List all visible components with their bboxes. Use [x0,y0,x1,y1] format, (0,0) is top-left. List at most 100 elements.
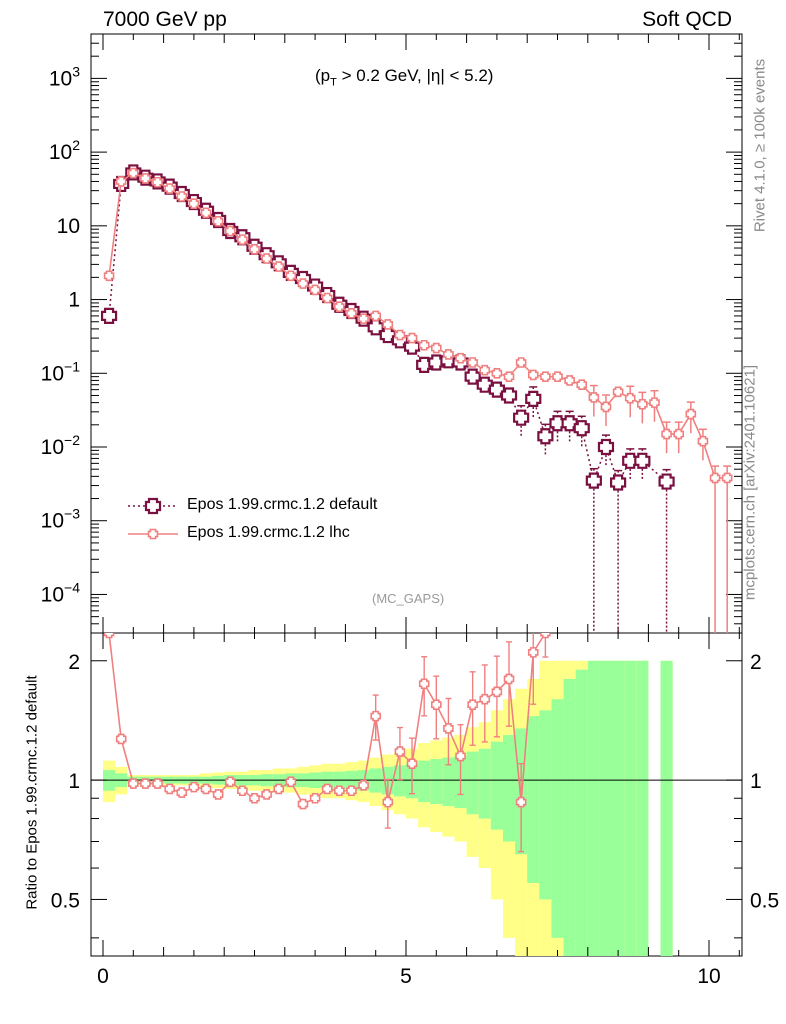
default-point [379,326,396,344]
lhc-point [491,367,503,379]
lhc-point [673,428,684,440]
ratio-band [636,660,649,956]
ratio-band [418,760,431,803]
main-panel-frame [90,33,743,634]
default-point [513,409,530,426]
default-point [367,319,384,336]
ratio-band [599,660,613,956]
ratio-lhc-point [540,633,551,639]
ratio-band [527,716,540,884]
legend-lhc-marker [147,528,159,540]
main-y-tick-label: 10−4 [41,579,81,606]
default-point [500,387,518,404]
ratio-band [587,660,600,956]
ratio-lhc-point [394,746,406,757]
lhc-point [455,352,466,364]
ratio-lhc-point [249,792,260,804]
ratio-band [563,678,576,956]
ratio-lhc-point [224,776,236,788]
lhc-point [564,375,575,386]
ratio-lhc-point [176,787,188,798]
lhc-point [552,371,563,382]
ratio-band [442,757,455,807]
lhc-point [188,198,200,209]
ratio-band [466,751,479,815]
default-point [100,307,118,325]
ratio-lhc-point [443,723,454,734]
lhc-point [346,308,357,319]
legend-markers [128,497,178,540]
lhc-point [249,244,260,255]
legend-default-marker [144,497,162,515]
lhc-point [612,386,624,398]
default-point [416,356,433,373]
lhc-point [721,472,733,484]
lhc-point [297,278,309,289]
ratio-lhc-point [334,785,345,797]
default-point [428,354,445,371]
default-point [488,381,505,398]
lhc-point [624,392,636,404]
lhc-point [212,216,224,227]
ratio-band [551,699,564,938]
default-point [476,376,493,393]
ratio-lhc-point [370,710,381,722]
default-point [525,390,542,407]
ratio-lhc-point [431,699,442,710]
ratio-lhc-point [115,733,127,745]
ratio-lhc-point [479,693,491,705]
default-point [658,473,675,490]
default-point [585,472,602,489]
lhc-point [370,310,381,322]
ratio-lhc-point [309,792,321,804]
ratio-y-tick-label-right: 0.5 [750,889,779,912]
ratio-band [490,741,503,830]
lhc-point [237,234,248,245]
ratio-lhc-point [297,798,309,810]
lhc-point [309,284,321,296]
default-point [622,452,639,469]
main-y-tick-label: 102 [49,137,80,164]
ratio-lhc-point [491,686,503,698]
lhc-point [140,173,151,184]
lhc-point [503,371,515,382]
ratio-lhc-point [200,783,212,795]
ratio-lhc-point [418,678,430,690]
lhc-point [406,332,418,344]
ratio-lhc-point [103,633,115,639]
lhc-point [576,379,588,391]
lhc-point [637,398,648,410]
legend-entry-lhc: Epos 1.99.crmc.1.2 lhc [187,524,350,541]
ratio-lhc-point [261,789,272,800]
x-tick-label: 5 [400,965,412,988]
ratio-uncertainty-bands [91,660,742,956]
default-point [610,474,627,491]
lhc-point [685,408,697,420]
ratio-lhc-point [346,785,357,797]
lhc-point [443,349,454,360]
lhc-point [152,176,163,188]
series-lhc-line [108,172,728,479]
main-y-tick-label: 10−1 [41,358,81,385]
lhc-point [661,428,672,440]
lhc-point [115,176,127,187]
lhc-point [128,167,139,179]
ratio-lhc-point [188,781,200,793]
header-beam-label: 7000 GeV pp [103,8,227,31]
lhc-point [273,261,285,272]
ratio-band [575,669,588,956]
ratio-lhc-point [455,750,466,762]
default-point [573,420,590,437]
analysis-watermark: (MC_GAPS) [372,591,445,606]
lhc-point [649,397,660,408]
lhc-point [600,401,612,413]
lhc-point [103,270,115,282]
lhc-point [418,339,430,351]
default-point [537,428,554,445]
ratio-lhc-point [358,780,369,791]
axis-ticks [91,33,742,956]
data-series [100,164,733,853]
ratio-band [393,765,406,797]
